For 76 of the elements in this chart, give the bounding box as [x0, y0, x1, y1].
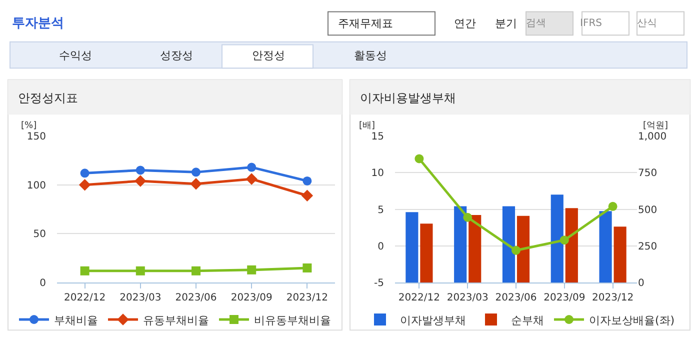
- y-tick-label: -5: [374, 278, 384, 290]
- x-tick-label: 2023/03: [120, 292, 162, 304]
- chart-title: 이자비용발생부채: [360, 91, 456, 105]
- point: [247, 162, 256, 172]
- text: 검색: [526, 18, 546, 29]
- point: [80, 168, 90, 178]
- y-tick-label: 10: [371, 168, 384, 180]
- bar: [614, 226, 626, 283]
- point: [414, 154, 424, 164]
- x-tick-label: 2022/12: [398, 292, 440, 304]
- point: [301, 190, 314, 202]
- y-axis-title: [%]: [21, 121, 37, 131]
- point: [463, 212, 472, 222]
- y-tick-label: 50: [33, 229, 46, 240]
- point: [247, 265, 256, 274]
- legend-label: 이자보상배율(좌): [589, 314, 675, 327]
- point: [246, 173, 258, 185]
- y-tick-label: 100: [26, 180, 46, 192]
- y-tick-label: 0: [378, 241, 384, 252]
- y2-tick-label: 250: [638, 241, 658, 252]
- y2-axis-title: [억원]: [643, 121, 668, 131]
- x-tick-label: 2023/12: [286, 292, 328, 304]
- y2-tick-label: 500: [638, 204, 658, 216]
- point: [80, 266, 90, 276]
- text: 성장성: [160, 49, 193, 62]
- y-tick-label: 5: [378, 204, 384, 216]
- legend-label: 유동부채비율: [143, 314, 209, 327]
- x-tick-label: 2023/06: [175, 292, 217, 304]
- y2-tick-label: 1,000: [638, 132, 667, 143]
- bar: [565, 208, 578, 283]
- bar: [454, 206, 467, 283]
- y-tick-label: 150: [26, 132, 46, 143]
- bar: [550, 194, 564, 283]
- bar: [599, 211, 612, 283]
- x-tick-label: 2023/06: [495, 292, 537, 304]
- bar: [516, 216, 530, 283]
- point: [512, 246, 520, 255]
- point: [192, 266, 200, 276]
- x-tick-label: 2023/09: [544, 292, 586, 304]
- x-tick-label: 2022/12: [64, 292, 106, 304]
- point: [192, 168, 200, 177]
- point: [608, 202, 618, 211]
- text: 주재무제표: [338, 17, 393, 30]
- bar: [406, 212, 418, 283]
- y2-tick-label: 0: [638, 278, 644, 290]
- text: IFRS: [580, 18, 602, 29]
- x-tick-label: 2023/09: [230, 292, 272, 304]
- x-tick-label: 2023/12: [592, 292, 634, 304]
- y-tick-label: 15: [371, 132, 384, 143]
- point: [136, 266, 145, 276]
- bar: [420, 224, 433, 283]
- legend-label: 이자발생부채: [400, 314, 466, 327]
- x-tick-label: 2023/03: [446, 292, 488, 304]
- text: 투자분석: [12, 16, 64, 31]
- legend-label: 부채비율: [54, 314, 98, 327]
- y-tick-label: 0: [40, 278, 46, 290]
- point: [136, 166, 145, 175]
- text: 활동성: [354, 49, 387, 62]
- y2-tick-label: 750: [638, 168, 658, 180]
- point: [78, 179, 91, 191]
- point: [302, 176, 312, 186]
- bar: [502, 206, 516, 283]
- point: [302, 263, 312, 272]
- point: [134, 175, 146, 187]
- point: [190, 178, 202, 190]
- point: [560, 236, 569, 245]
- chart-title: 안정성지표: [18, 91, 78, 105]
- text: 안정성: [252, 49, 285, 62]
- legend-label: 순부채: [511, 314, 544, 327]
- y-axis-title: [배]: [359, 121, 376, 131]
- text: 분기: [495, 17, 517, 30]
- text: 산식: [637, 18, 657, 29]
- text: 연간: [454, 17, 476, 30]
- bar: [468, 215, 482, 283]
- legend-label: 비유동부채비율: [254, 314, 331, 327]
- text: 수익성: [59, 49, 92, 62]
